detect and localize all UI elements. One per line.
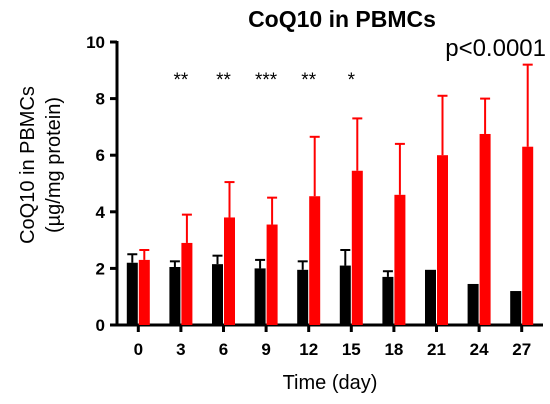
bar-series-1 [382, 276, 394, 325]
bar-series-2 [394, 194, 406, 325]
bar-series-1 [425, 269, 436, 325]
y-tick-label: 0 [96, 316, 105, 335]
error-bars [127, 63, 533, 277]
bar-series-2 [266, 224, 278, 325]
y-tick-label: 8 [96, 90, 105, 109]
bar-series-2 [138, 259, 150, 325]
bar-series-1 [169, 266, 181, 325]
bar-series-1 [126, 262, 138, 325]
x-tick-label: 12 [299, 340, 318, 359]
x-tick-label: 18 [384, 340, 403, 359]
chart-title: CoQ10 in PBMCs [248, 6, 436, 32]
p-value-annotation: p<0.0001 [445, 35, 546, 62]
y-tick-label: 2 [96, 259, 105, 278]
bar-series-2 [351, 170, 363, 325]
bars [126, 133, 534, 325]
bar-series-1 [254, 268, 266, 325]
significance-marker: * [348, 70, 356, 91]
x-tick-label: 21 [427, 340, 446, 359]
x-tick-label: 6 [219, 340, 228, 359]
bar-series-1 [467, 283, 479, 325]
x-tick-label: 9 [261, 340, 270, 359]
bar-series-2 [522, 146, 534, 325]
bar-series-2 [309, 196, 321, 325]
significance-marker: ** [301, 70, 316, 91]
significance-markers: ** ** *** ** * [174, 70, 356, 91]
bar-series-1 [339, 265, 351, 325]
y-tick-label: 10 [86, 33, 105, 52]
x-tick-label: 24 [470, 340, 489, 359]
x-axis-label: Time (day) [283, 372, 378, 394]
significance-marker: ** [216, 70, 231, 91]
y-tick-label: 6 [96, 146, 105, 165]
significance-marker: ** [174, 70, 189, 91]
bar-series-2 [224, 217, 235, 325]
bar-series-1 [297, 269, 309, 325]
y-axis-label: CoQ10 in PBMCs (µg/mg protein) [17, 86, 65, 244]
x-tick-label: 0 [134, 340, 143, 359]
bar-series-2 [437, 155, 448, 325]
y-axis-label-line2: (µg/mg protein) [43, 97, 65, 233]
bar-series-1 [510, 291, 522, 325]
significance-marker: *** [255, 70, 278, 91]
bar-series-1 [212, 264, 223, 325]
x-tick-label: 15 [342, 340, 361, 359]
bar-series-2 [181, 242, 193, 325]
bar-series-2 [479, 133, 491, 325]
y-tick-label: 4 [96, 203, 106, 222]
x-tick-label: 3 [176, 340, 185, 359]
y-axis-label-line1: CoQ10 in PBMCs [17, 86, 39, 244]
x-tick-label: 27 [512, 340, 531, 359]
